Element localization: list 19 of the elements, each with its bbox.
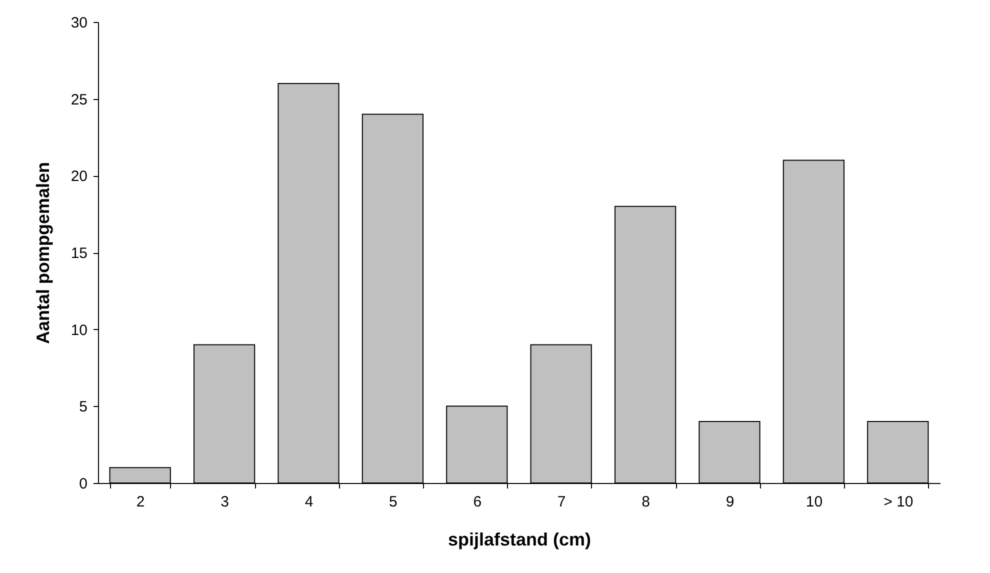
x-tick-label: 7 <box>557 494 566 510</box>
x-tick-label: > 10 <box>884 494 914 510</box>
y-tick-label: 30 <box>70 14 88 32</box>
x-tick-label: 3 <box>220 494 229 510</box>
y-tick-label: 20 <box>70 168 88 186</box>
x-tick-label: 4 <box>304 494 314 510</box>
x-tick-label: 5 <box>389 494 398 510</box>
y-tick-label: 25 <box>70 91 88 108</box>
y-tick-label: 0 <box>79 476 88 492</box>
x-tick-label: 9 <box>726 494 734 510</box>
x-axis-title: spijlafstand (cm) <box>448 530 592 550</box>
x-tick-label: 8 <box>642 494 650 510</box>
y-tick-label: 5 <box>79 398 88 416</box>
y-tick-label: 10 <box>70 322 88 339</box>
y-axis-title: Aantal pompgemalen <box>32 162 53 344</box>
x-tick-label: 2 <box>136 494 145 510</box>
x-tick-label: 10 <box>806 494 823 510</box>
x-tick-label: 6 <box>473 494 482 510</box>
y-tick-label: 15 <box>70 245 88 262</box>
